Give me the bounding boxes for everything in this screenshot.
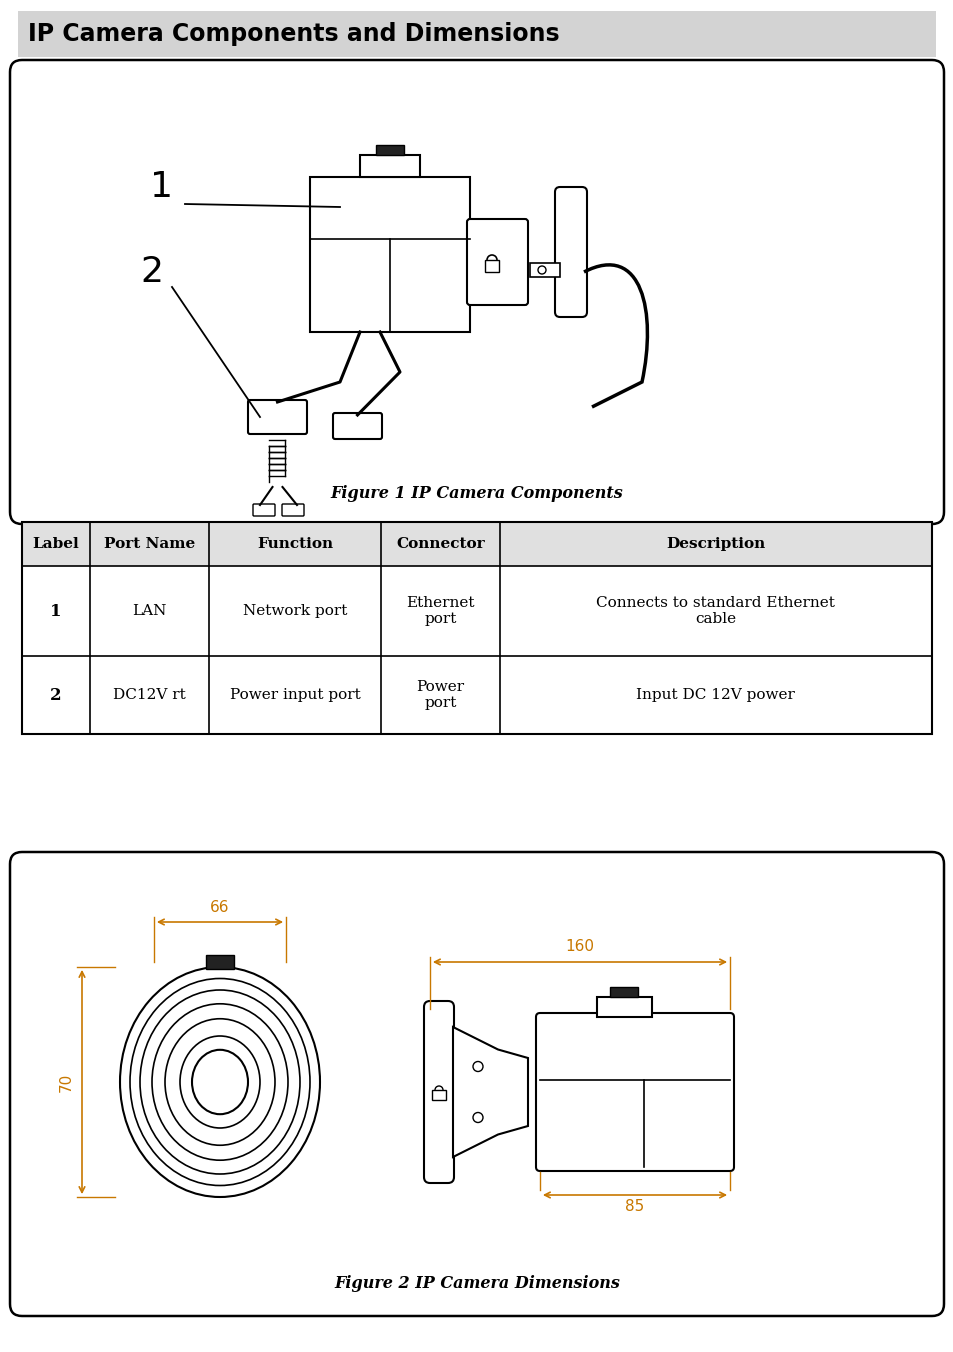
Bar	[22, 522, 931, 734]
Text: 2: 2	[140, 256, 163, 289]
Circle shape	[537, 266, 545, 274]
Text: Figure 1 IP Camera Components: Figure 1 IP Camera Components	[331, 485, 622, 503]
FancyBboxPatch shape	[467, 219, 527, 306]
Circle shape	[458, 1086, 473, 1099]
Bar	[310, 177, 470, 333]
Text: Connects to standard Ethernet
cable: Connects to standard Ethernet cable	[596, 596, 835, 626]
FancyBboxPatch shape	[253, 504, 274, 516]
Circle shape	[473, 1113, 482, 1122]
Text: Port Name: Port Name	[104, 537, 194, 552]
Text: 160: 160	[565, 940, 594, 955]
Text: 1: 1	[151, 170, 173, 204]
Text: Connector: Connector	[395, 537, 484, 552]
Text: Label: Label	[32, 537, 79, 552]
Bar	[22, 522, 931, 566]
FancyBboxPatch shape	[423, 1000, 454, 1183]
Text: 2: 2	[51, 687, 62, 703]
FancyBboxPatch shape	[248, 400, 307, 434]
Text: Power input port: Power input port	[230, 688, 360, 702]
FancyBboxPatch shape	[333, 412, 381, 439]
Bar	[609, 987, 638, 996]
Text: Ethernet
port: Ethernet port	[406, 596, 475, 626]
Bar	[206, 955, 233, 969]
Text: 66: 66	[210, 900, 230, 915]
Bar	[359, 155, 419, 177]
Text: 1: 1	[51, 603, 62, 619]
Text: 85: 85	[625, 1199, 644, 1214]
Text: Input DC 12V power: Input DC 12V power	[636, 688, 795, 702]
FancyBboxPatch shape	[10, 852, 943, 1315]
Ellipse shape	[120, 967, 319, 1197]
Bar	[18, 11, 935, 57]
FancyBboxPatch shape	[536, 1013, 733, 1171]
Text: DC12V rt: DC12V rt	[112, 688, 186, 702]
FancyBboxPatch shape	[10, 59, 943, 525]
Text: 70: 70	[59, 1072, 74, 1091]
Circle shape	[473, 1061, 482, 1072]
Bar	[597, 996, 651, 1017]
Text: Network port: Network port	[243, 604, 347, 618]
Text: Description: Description	[665, 537, 764, 552]
FancyBboxPatch shape	[282, 504, 304, 516]
Text: IP Camera Components and Dimensions: IP Camera Components and Dimensions	[28, 22, 559, 46]
Bar	[375, 145, 403, 155]
Ellipse shape	[192, 1049, 248, 1114]
FancyBboxPatch shape	[555, 187, 586, 316]
Bar	[530, 264, 559, 277]
Polygon shape	[453, 1028, 527, 1157]
Text: Figure 2 IP Camera Dimensions: Figure 2 IP Camera Dimensions	[334, 1275, 619, 1293]
Text: Power
port: Power port	[416, 680, 464, 710]
Bar	[484, 260, 498, 272]
Text: Function: Function	[256, 537, 333, 552]
Text: LAN: LAN	[132, 604, 167, 618]
Bar	[432, 1090, 446, 1101]
